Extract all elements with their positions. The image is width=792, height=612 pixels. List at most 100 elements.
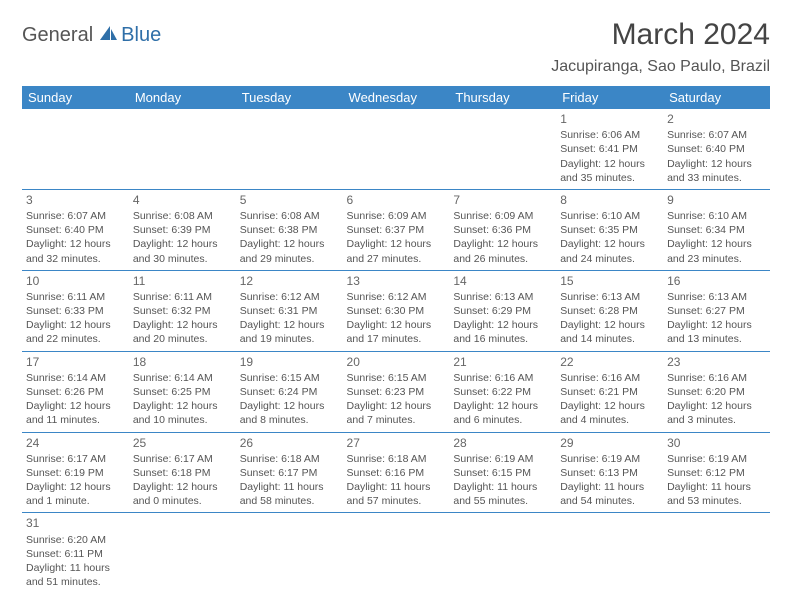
weekday-header: Monday <box>129 86 236 109</box>
calendar-day-cell: 13Sunrise: 6:12 AMSunset: 6:30 PMDayligh… <box>343 270 450 351</box>
sunrise-text: Sunrise: 6:17 AM <box>133 452 232 466</box>
calendar-day-cell: 5Sunrise: 6:08 AMSunset: 6:38 PMDaylight… <box>236 189 343 270</box>
day-number: 12 <box>240 273 339 289</box>
weekday-header: Sunday <box>22 86 129 109</box>
day-number: 24 <box>26 435 125 451</box>
daylight-text: Daylight: 12 hours and 33 minutes. <box>667 157 766 185</box>
weekday-header: Tuesday <box>236 86 343 109</box>
sunrise-text: Sunrise: 6:18 AM <box>347 452 446 466</box>
daylight-text: Daylight: 11 hours and 57 minutes. <box>347 480 446 508</box>
day-number: 25 <box>133 435 232 451</box>
calendar-day-cell: 28Sunrise: 6:19 AMSunset: 6:15 PMDayligh… <box>449 432 556 513</box>
sunset-text: Sunset: 6:41 PM <box>560 142 659 156</box>
sunset-text: Sunset: 6:22 PM <box>453 385 552 399</box>
sunrise-text: Sunrise: 6:17 AM <box>26 452 125 466</box>
daylight-text: Daylight: 11 hours and 55 minutes. <box>453 480 552 508</box>
sunset-text: Sunset: 6:32 PM <box>133 304 232 318</box>
day-number: 26 <box>240 435 339 451</box>
sunrise-text: Sunrise: 6:19 AM <box>667 452 766 466</box>
daylight-text: Daylight: 12 hours and 7 minutes. <box>347 399 446 427</box>
daylight-text: Daylight: 12 hours and 11 minutes. <box>26 399 125 427</box>
sunrise-text: Sunrise: 6:13 AM <box>667 290 766 304</box>
logo: General Blue <box>22 24 161 47</box>
sunset-text: Sunset: 6:20 PM <box>667 385 766 399</box>
weekday-header: Friday <box>556 86 663 109</box>
logo-text-blue: Blue <box>121 24 161 47</box>
daylight-text: Daylight: 12 hours and 35 minutes. <box>560 157 659 185</box>
sunrise-text: Sunrise: 6:18 AM <box>240 452 339 466</box>
sunset-text: Sunset: 6:37 PM <box>347 223 446 237</box>
sunrise-text: Sunrise: 6:12 AM <box>347 290 446 304</box>
daylight-text: Daylight: 12 hours and 27 minutes. <box>347 237 446 265</box>
daylight-text: Daylight: 12 hours and 8 minutes. <box>240 399 339 427</box>
calendar-day-cell <box>129 109 236 189</box>
daylight-text: Daylight: 12 hours and 13 minutes. <box>667 318 766 346</box>
calendar-day-cell: 15Sunrise: 6:13 AMSunset: 6:28 PMDayligh… <box>556 270 663 351</box>
calendar-week-row: 24Sunrise: 6:17 AMSunset: 6:19 PMDayligh… <box>22 432 770 513</box>
sunrise-text: Sunrise: 6:15 AM <box>347 371 446 385</box>
daylight-text: Daylight: 12 hours and 20 minutes. <box>133 318 232 346</box>
day-number: 20 <box>347 354 446 370</box>
calendar-day-cell: 6Sunrise: 6:09 AMSunset: 6:37 PMDaylight… <box>343 189 450 270</box>
calendar-day-cell <box>236 109 343 189</box>
calendar-day-cell: 8Sunrise: 6:10 AMSunset: 6:35 PMDaylight… <box>556 189 663 270</box>
calendar-week-row: 17Sunrise: 6:14 AMSunset: 6:26 PMDayligh… <box>22 351 770 432</box>
day-number: 10 <box>26 273 125 289</box>
daylight-text: Daylight: 12 hours and 32 minutes. <box>26 237 125 265</box>
daylight-text: Daylight: 12 hours and 24 minutes. <box>560 237 659 265</box>
sunrise-text: Sunrise: 6:16 AM <box>667 371 766 385</box>
calendar-day-cell <box>663 513 770 593</box>
sunset-text: Sunset: 6:40 PM <box>667 142 766 156</box>
day-number: 6 <box>347 192 446 208</box>
daylight-text: Daylight: 12 hours and 23 minutes. <box>667 237 766 265</box>
sunset-text: Sunset: 6:38 PM <box>240 223 339 237</box>
calendar-day-cell: 10Sunrise: 6:11 AMSunset: 6:33 PMDayligh… <box>22 270 129 351</box>
location: Jacupiranga, Sao Paulo, Brazil <box>551 58 770 76</box>
sunset-text: Sunset: 6:29 PM <box>453 304 552 318</box>
day-number: 11 <box>133 273 232 289</box>
calendar-day-cell: 11Sunrise: 6:11 AMSunset: 6:32 PMDayligh… <box>129 270 236 351</box>
sunset-text: Sunset: 6:13 PM <box>560 466 659 480</box>
day-number: 21 <box>453 354 552 370</box>
sunset-text: Sunset: 6:31 PM <box>240 304 339 318</box>
calendar-day-cell: 4Sunrise: 6:08 AMSunset: 6:39 PMDaylight… <box>129 189 236 270</box>
sunset-text: Sunset: 6:12 PM <box>667 466 766 480</box>
daylight-text: Daylight: 11 hours and 51 minutes. <box>26 561 125 589</box>
sunrise-text: Sunrise: 6:19 AM <box>453 452 552 466</box>
sunrise-text: Sunrise: 6:09 AM <box>453 209 552 223</box>
calendar-day-cell <box>236 513 343 593</box>
calendar-day-cell <box>129 513 236 593</box>
sunset-text: Sunset: 6:27 PM <box>667 304 766 318</box>
calendar-day-cell <box>343 109 450 189</box>
day-number: 9 <box>667 192 766 208</box>
calendar-day-cell: 31Sunrise: 6:20 AMSunset: 6:11 PMDayligh… <box>22 513 129 593</box>
calendar-day-cell: 9Sunrise: 6:10 AMSunset: 6:34 PMDaylight… <box>663 189 770 270</box>
title-block: March 2024 Jacupiranga, Sao Paulo, Brazi… <box>551 18 770 76</box>
calendar-day-cell: 26Sunrise: 6:18 AMSunset: 6:17 PMDayligh… <box>236 432 343 513</box>
daylight-text: Daylight: 12 hours and 29 minutes. <box>240 237 339 265</box>
logo-text-general: General <box>22 24 93 47</box>
day-number: 5 <box>240 192 339 208</box>
sunrise-text: Sunrise: 6:10 AM <box>560 209 659 223</box>
day-number: 1 <box>560 111 659 127</box>
day-number: 16 <box>667 273 766 289</box>
calendar-day-cell: 24Sunrise: 6:17 AMSunset: 6:19 PMDayligh… <box>22 432 129 513</box>
sunrise-text: Sunrise: 6:10 AM <box>667 209 766 223</box>
sunset-text: Sunset: 6:39 PM <box>133 223 232 237</box>
calendar-day-cell: 29Sunrise: 6:19 AMSunset: 6:13 PMDayligh… <box>556 432 663 513</box>
sunset-text: Sunset: 6:35 PM <box>560 223 659 237</box>
sunset-text: Sunset: 6:21 PM <box>560 385 659 399</box>
sunset-text: Sunset: 6:24 PM <box>240 385 339 399</box>
daylight-text: Daylight: 12 hours and 6 minutes. <box>453 399 552 427</box>
calendar-week-row: 1Sunrise: 6:06 AMSunset: 6:41 PMDaylight… <box>22 109 770 189</box>
calendar-week-row: 3Sunrise: 6:07 AMSunset: 6:40 PMDaylight… <box>22 189 770 270</box>
day-number: 8 <box>560 192 659 208</box>
sunset-text: Sunset: 6:26 PM <box>26 385 125 399</box>
calendar-day-cell: 16Sunrise: 6:13 AMSunset: 6:27 PMDayligh… <box>663 270 770 351</box>
calendar-day-cell: 21Sunrise: 6:16 AMSunset: 6:22 PMDayligh… <box>449 351 556 432</box>
day-number: 29 <box>560 435 659 451</box>
day-number: 4 <box>133 192 232 208</box>
sunset-text: Sunset: 6:36 PM <box>453 223 552 237</box>
day-number: 28 <box>453 435 552 451</box>
daylight-text: Daylight: 12 hours and 4 minutes. <box>560 399 659 427</box>
